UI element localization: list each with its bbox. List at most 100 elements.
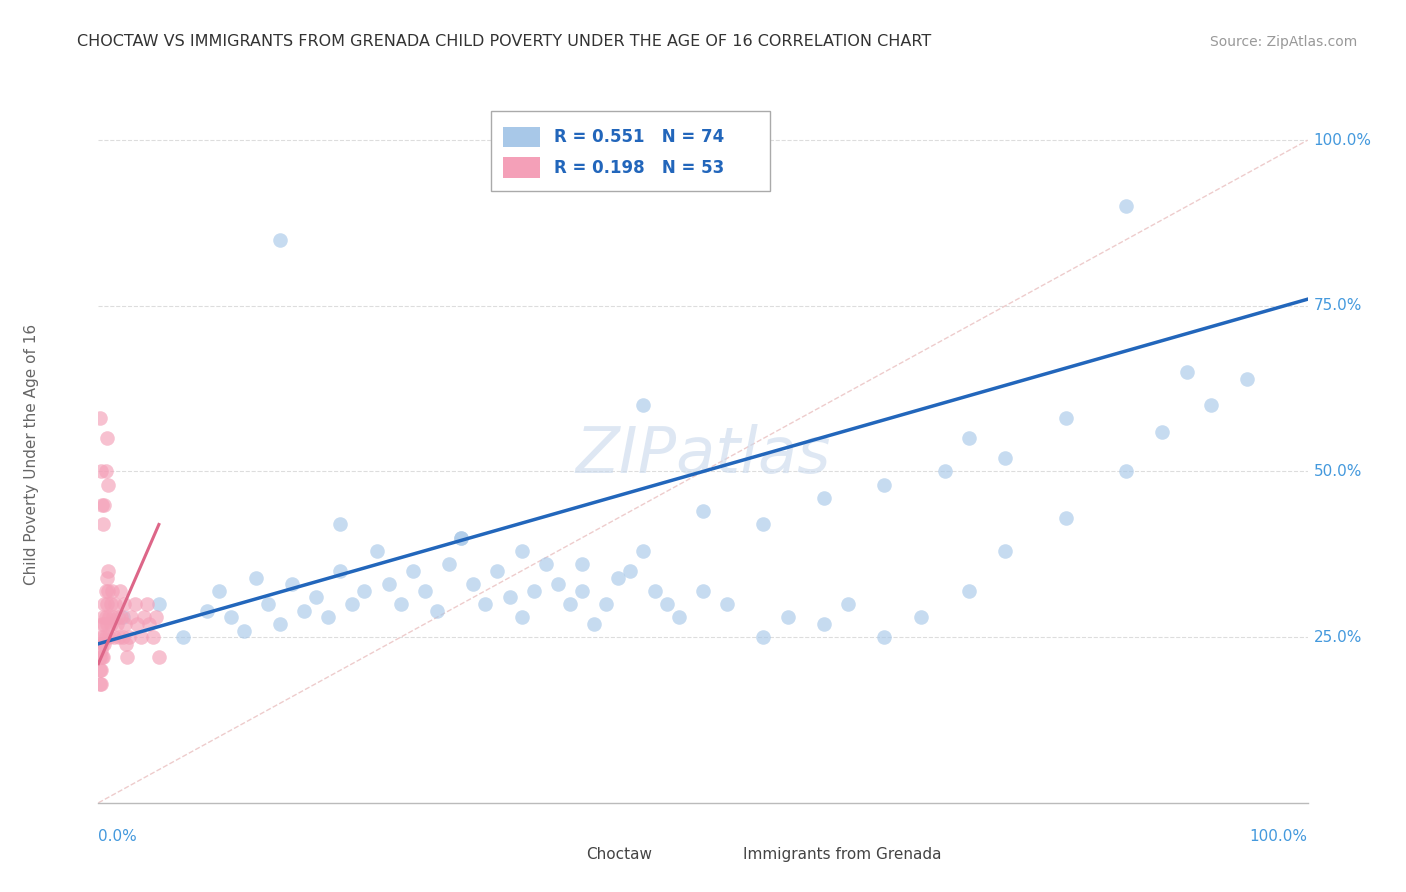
Point bbox=[93, 637, 115, 651]
Point bbox=[1199, 398, 1222, 412]
Point bbox=[329, 517, 352, 532]
Text: 0.0%: 0.0% bbox=[98, 830, 138, 845]
Point bbox=[148, 597, 170, 611]
Point bbox=[752, 630, 775, 644]
Point bbox=[100, 583, 122, 598]
Text: Source: ZipAtlas.com: Source: ZipAtlas.com bbox=[1209, 35, 1357, 49]
Point bbox=[474, 597, 496, 611]
Point bbox=[101, 610, 124, 624]
Text: CHOCTAW VS IMMIGRANTS FROM GRENADA CHILD POVERTY UNDER THE AGE OF 16 CORRELATION: CHOCTAW VS IMMIGRANTS FROM GRENADA CHILD… bbox=[77, 34, 932, 49]
Point bbox=[120, 610, 142, 624]
Point bbox=[1152, 425, 1174, 439]
Point bbox=[934, 465, 956, 479]
Point bbox=[96, 616, 118, 631]
Point bbox=[1115, 465, 1137, 479]
Point bbox=[595, 597, 617, 611]
Point bbox=[100, 597, 122, 611]
Point bbox=[145, 610, 167, 624]
Point bbox=[138, 616, 160, 631]
Text: 75.0%: 75.0% bbox=[1313, 298, 1362, 313]
Point bbox=[135, 597, 157, 611]
Point bbox=[486, 564, 509, 578]
Point bbox=[245, 570, 267, 584]
Point bbox=[463, 577, 485, 591]
Point bbox=[1054, 411, 1077, 425]
Point bbox=[117, 650, 139, 665]
Point bbox=[994, 544, 1017, 558]
Point bbox=[910, 610, 932, 624]
Point bbox=[873, 477, 896, 491]
Point bbox=[112, 597, 135, 611]
Point bbox=[124, 597, 146, 611]
Point bbox=[94, 465, 117, 479]
Point bbox=[1115, 199, 1137, 213]
Point bbox=[1175, 365, 1198, 379]
Point bbox=[91, 498, 114, 512]
Point bbox=[776, 610, 799, 624]
Point bbox=[353, 583, 375, 598]
Point bbox=[105, 616, 128, 631]
Point bbox=[97, 477, 120, 491]
Text: R = 0.198   N = 53: R = 0.198 N = 53 bbox=[554, 159, 724, 177]
Point bbox=[547, 577, 569, 591]
Point bbox=[366, 544, 388, 558]
Point bbox=[90, 643, 112, 657]
Point bbox=[450, 531, 472, 545]
Point bbox=[111, 630, 134, 644]
Point bbox=[134, 610, 156, 624]
Point bbox=[91, 517, 114, 532]
Point bbox=[89, 663, 111, 677]
Point bbox=[583, 616, 606, 631]
Point bbox=[498, 591, 520, 605]
FancyBboxPatch shape bbox=[503, 127, 540, 147]
Point bbox=[1054, 511, 1077, 525]
Point bbox=[305, 591, 328, 605]
Point bbox=[108, 630, 131, 644]
Text: 100.0%: 100.0% bbox=[1250, 830, 1308, 845]
Point bbox=[269, 233, 291, 247]
Point bbox=[97, 564, 120, 578]
Point bbox=[752, 517, 775, 532]
Text: Child Poverty Under the Age of 16: Child Poverty Under the Age of 16 bbox=[24, 325, 39, 585]
Point bbox=[98, 630, 121, 644]
Point bbox=[389, 597, 412, 611]
Point bbox=[510, 610, 533, 624]
Text: Immigrants from Grenada: Immigrants from Grenada bbox=[742, 847, 942, 863]
Point bbox=[837, 597, 859, 611]
Point bbox=[437, 558, 460, 572]
Point bbox=[110, 610, 132, 624]
Point bbox=[195, 604, 218, 618]
Point bbox=[994, 451, 1017, 466]
Point bbox=[571, 558, 593, 572]
Point bbox=[142, 630, 165, 644]
Point bbox=[91, 637, 114, 651]
Point bbox=[655, 597, 678, 611]
Point bbox=[426, 604, 449, 618]
Point bbox=[90, 630, 112, 644]
Point bbox=[510, 544, 533, 558]
Point bbox=[100, 616, 122, 631]
Point bbox=[96, 570, 118, 584]
Point bbox=[96, 431, 118, 445]
FancyBboxPatch shape bbox=[534, 843, 568, 868]
Point bbox=[668, 610, 690, 624]
Point bbox=[91, 650, 114, 665]
Point bbox=[1236, 372, 1258, 386]
Point bbox=[98, 610, 121, 624]
Point bbox=[269, 616, 291, 631]
Point bbox=[692, 504, 714, 518]
Point bbox=[90, 465, 112, 479]
Point bbox=[716, 597, 738, 611]
Point bbox=[208, 583, 231, 598]
Point bbox=[94, 583, 117, 598]
Point bbox=[93, 616, 115, 631]
Point bbox=[172, 630, 194, 644]
FancyBboxPatch shape bbox=[503, 157, 540, 178]
Point bbox=[644, 583, 666, 598]
Text: ZIPatlas: ZIPatlas bbox=[575, 424, 831, 486]
Point bbox=[523, 583, 546, 598]
Point bbox=[148, 650, 170, 665]
Point bbox=[129, 630, 152, 644]
Text: R = 0.551   N = 74: R = 0.551 N = 74 bbox=[554, 128, 724, 146]
Point bbox=[114, 616, 136, 631]
